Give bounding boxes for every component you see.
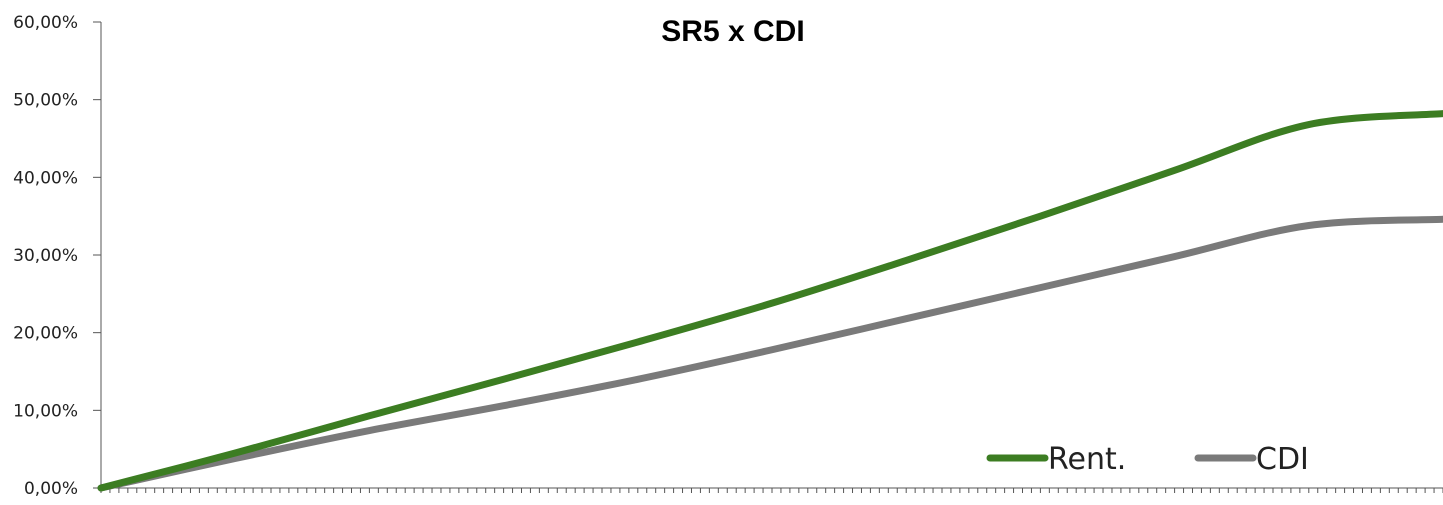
y-tick-label: 20,00% bbox=[13, 324, 78, 344]
series-layer bbox=[97, 110, 1443, 492]
y-axis-ticks: 0,00% 10,00% 20,00% 30,00% 40,00% 50,00% 60,00… bbox=[13, 13, 101, 499]
y-tick-label: 60,00% bbox=[13, 13, 78, 33]
legend-label: Rent. bbox=[1048, 442, 1126, 477]
legend: Rent. CDI bbox=[986, 442, 1309, 477]
y-tick-label: 10,00% bbox=[13, 401, 78, 421]
y-tick-label: 50,00% bbox=[13, 91, 78, 111]
series-line-rent bbox=[97, 110, 1443, 492]
legend-label: CDI bbox=[1256, 442, 1309, 477]
y-tick-label: 0,00% bbox=[24, 479, 78, 499]
y-tick-label: 30,00% bbox=[13, 246, 78, 266]
series-line-cdi bbox=[97, 215, 1443, 492]
chart-title: SR5 x CDI bbox=[661, 15, 804, 48]
x-axis-ticks bbox=[100, 488, 1443, 493]
y-tick-label: 40,00% bbox=[13, 168, 78, 188]
